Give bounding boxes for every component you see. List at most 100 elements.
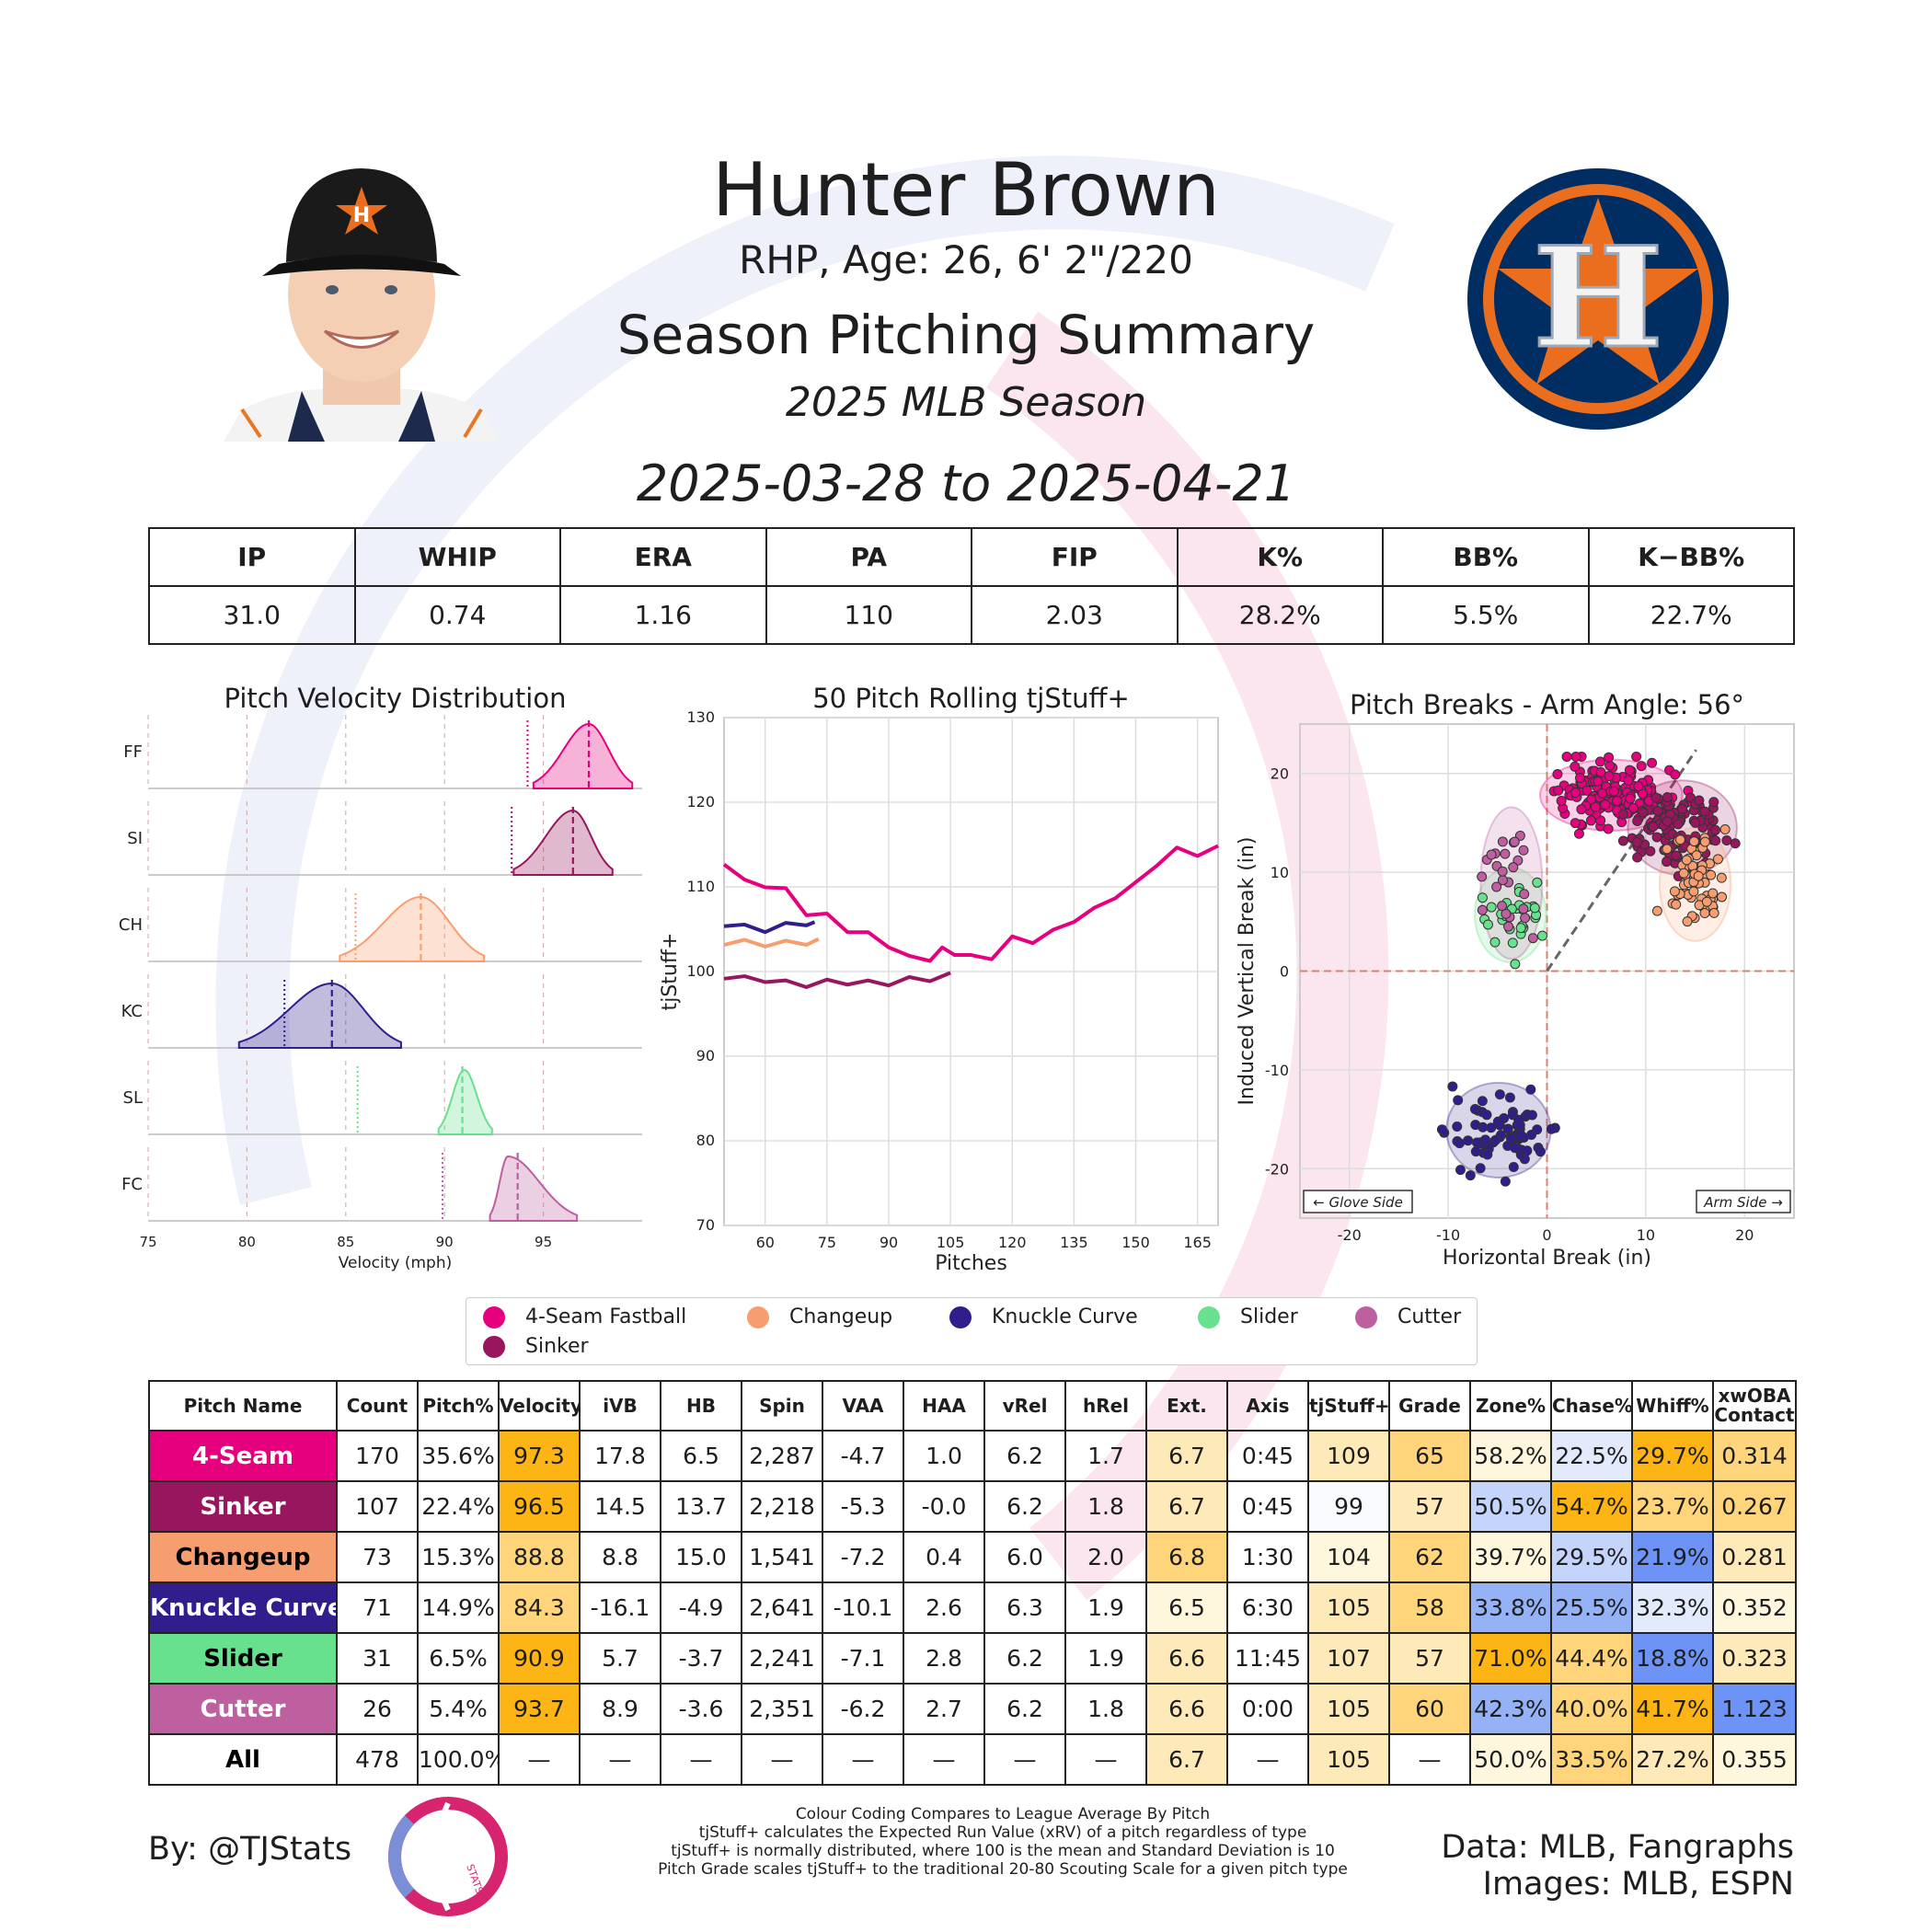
pitch-point	[1625, 793, 1636, 804]
pitch-point	[1503, 921, 1514, 932]
date-range: 2025-03-28 to 2025-04-21	[636, 454, 1296, 512]
pitch-point	[1576, 804, 1587, 815]
table-cell: 6.2	[983, 1683, 1066, 1735]
table-cell: 50.0%	[1469, 1733, 1552, 1786]
season-label: 2025 MLB Season	[785, 379, 1147, 426]
pitch-point	[1690, 817, 1701, 828]
table-cell: -7.1	[822, 1632, 904, 1685]
footnote: Colour Coding Compares to League Average…	[795, 1805, 1211, 1823]
pitch-point	[1636, 761, 1647, 772]
pitch-name-cell: Slider	[148, 1632, 338, 1685]
pitch-point	[1595, 766, 1606, 777]
pitch-point	[1497, 901, 1508, 912]
table-cell: 104	[1307, 1531, 1390, 1583]
pitch-point	[1662, 816, 1673, 827]
pitch-name-cell: Changeup	[148, 1531, 338, 1583]
table-cell: 170	[336, 1430, 419, 1482]
table-cell: 6.8	[1145, 1531, 1228, 1583]
table-cell: 1:30	[1226, 1531, 1309, 1583]
table-cell: 84.3	[498, 1581, 581, 1634]
table-cell: 2,287	[741, 1430, 823, 1482]
pitch-point	[1525, 1084, 1536, 1095]
pitch-point	[1519, 889, 1530, 900]
tjstats-logo: STATS	[388, 1797, 508, 1916]
player-bio: RHP, Age: 26, 6' 2"/220	[739, 237, 1193, 282]
x-tick-label: 165	[1183, 1234, 1212, 1251]
pitch-point	[1574, 773, 1585, 784]
pitch-point	[1527, 933, 1538, 944]
x-tick-label: 60	[756, 1234, 775, 1251]
pitch-point	[1652, 805, 1663, 816]
pitch-name-cell: Sinker	[148, 1480, 338, 1533]
pitch-point	[1470, 1120, 1481, 1131]
velocity-chart-title: Pitch Velocity Distribution	[224, 683, 567, 714]
pitch-point	[1585, 815, 1596, 826]
pitch-name-cell: 4-Seam	[148, 1430, 338, 1482]
pitch-point	[1712, 854, 1723, 865]
pitch-point	[1604, 752, 1615, 763]
y-tick-label: 90	[696, 1047, 715, 1064]
table-cell: 2,218	[741, 1480, 823, 1533]
pitch-point	[1617, 809, 1628, 820]
pitch-point	[1570, 751, 1581, 762]
stat-value: 0.74	[353, 585, 561, 645]
pitch-point	[1600, 799, 1611, 811]
table-cell: 1.0	[903, 1430, 985, 1482]
table-cell: 2,641	[741, 1581, 823, 1634]
pitch-point	[1518, 903, 1529, 914]
legend-label: Cutter	[1397, 1305, 1462, 1328]
pitch-point	[1688, 886, 1699, 897]
legend-item: Sinker	[483, 1335, 589, 1358]
legend-swatch	[1198, 1305, 1220, 1328]
table-cell: 6.7	[1145, 1430, 1228, 1482]
legend-swatch	[949, 1305, 972, 1328]
y-axis-label: tjStuff+	[659, 933, 682, 1011]
arm-angle-line	[1546, 749, 1697, 972]
pitch-abbrev-label: CH	[119, 915, 143, 935]
velocity-density-FC	[489, 1156, 579, 1222]
rolling-chart-title: 50 Pitch Rolling tjStuff+	[812, 683, 1130, 714]
x-tick-label: 120	[998, 1234, 1027, 1251]
pitch-point	[1612, 796, 1623, 807]
legend-item: 4-Seam Fastball	[483, 1305, 686, 1328]
column-header: Axis	[1226, 1380, 1309, 1432]
column-header: xwOBA Contact	[1712, 1380, 1797, 1432]
pitch-point	[1477, 1096, 1488, 1107]
table-cell: 71	[336, 1581, 419, 1634]
pitch-name-cell: Knuckle Curve	[148, 1581, 338, 1634]
pitch-point	[1497, 866, 1508, 877]
pitch-point	[1535, 1146, 1546, 1157]
pitch-point	[1453, 1095, 1464, 1106]
stat-value: 2.03	[971, 585, 1179, 645]
table-cell: -3.7	[660, 1632, 742, 1685]
table-cell: 0:00	[1226, 1683, 1309, 1735]
pitch-point	[1481, 1110, 1492, 1121]
rolling-line-changeup	[723, 937, 820, 949]
table-cell: 29.7%	[1631, 1430, 1714, 1482]
legend-item: Cutter	[1355, 1305, 1461, 1328]
table-cell: 21.9%	[1631, 1531, 1714, 1583]
table-cell: 13.7	[660, 1480, 742, 1533]
pitch-point	[1504, 1092, 1515, 1103]
pitch-point	[1651, 832, 1662, 843]
stat-header: BB%	[1382, 527, 1590, 587]
table-cell: 6.7	[1145, 1480, 1228, 1533]
table-cell: —	[579, 1733, 661, 1786]
pitch-point	[1494, 1089, 1505, 1100]
pitch-point	[1436, 1124, 1447, 1135]
pitch-point	[1513, 1114, 1524, 1125]
annotation-text: ← Glove Side	[1313, 1194, 1403, 1211]
velocity-density-SL	[437, 1068, 493, 1135]
velocity-distribution-chart: FF SI CH KC SL FC 75 80 85 90 95 Velocity (mph)	[119, 715, 642, 1272]
legend-item: Changeup	[747, 1305, 892, 1328]
pitch-name-cell: Cutter	[148, 1683, 338, 1735]
column-header: HAA	[903, 1380, 985, 1432]
stat-header: ERA	[559, 527, 767, 587]
table-cell: 2,241	[741, 1632, 823, 1685]
x-tick-label: -10	[1436, 1226, 1460, 1244]
legend-label: Changeup	[789, 1305, 893, 1328]
table-cell: 29.5%	[1550, 1531, 1633, 1583]
table-cell: 33.5%	[1550, 1733, 1633, 1786]
legend-label: Sinker	[525, 1335, 589, 1358]
pitch-point	[1662, 844, 1673, 855]
